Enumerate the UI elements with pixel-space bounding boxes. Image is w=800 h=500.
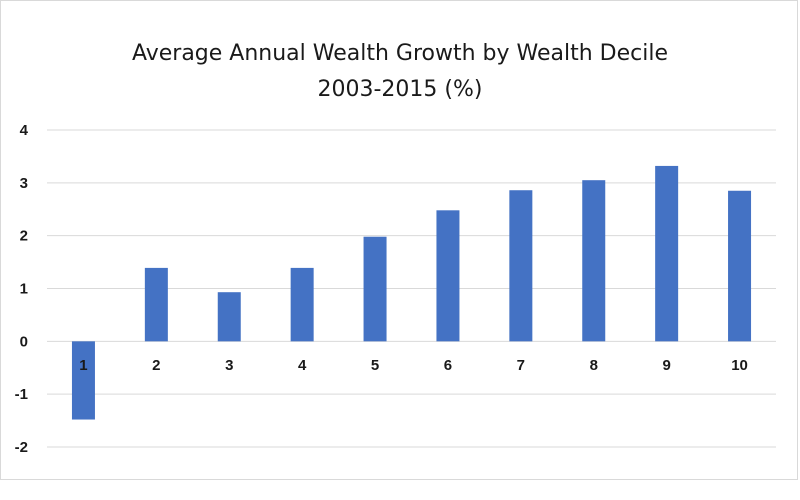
bar-decile-4 xyxy=(290,267,314,342)
bar-decile-8 xyxy=(582,180,606,342)
x-tick-label: 6 xyxy=(444,357,452,374)
x-axis-ticks: 1 2 3 4 5 6 7 8 9 10 xyxy=(79,357,748,374)
x-tick-label: 2 xyxy=(152,357,160,374)
y-tick-label: 0 xyxy=(20,333,28,350)
bar-decile-2 xyxy=(144,267,168,342)
y-tick-label: -1 xyxy=(15,386,28,403)
y-tick-label: 1 xyxy=(20,281,28,298)
bar-decile-6 xyxy=(436,210,460,342)
bar-decile-9 xyxy=(655,165,679,342)
chart-title: Average Annual Wealth Growth by Wealth D… xyxy=(131,41,669,66)
y-tick-label: -2 xyxy=(15,439,28,456)
chart-subtitle: 2003-2015 (%) xyxy=(317,77,483,102)
bar-decile-7 xyxy=(509,190,533,342)
x-tick-label: 9 xyxy=(662,357,670,374)
bar-decile-10 xyxy=(728,190,752,342)
gridlines xyxy=(47,129,776,448)
y-tick-label: 2 xyxy=(20,228,28,245)
x-tick-label: 4 xyxy=(298,357,307,374)
bar-decile-1 xyxy=(71,341,95,420)
y-tick-label: 3 xyxy=(20,175,28,192)
x-tick-label: 8 xyxy=(590,357,598,374)
bars xyxy=(71,165,752,420)
x-tick-label: 1 xyxy=(79,357,87,374)
bar-decile-5 xyxy=(363,236,387,342)
bar-decile-3 xyxy=(217,292,241,342)
y-axis-ticks: -2 -1 0 1 2 3 4 xyxy=(15,122,29,456)
y-tick-label: 4 xyxy=(20,122,29,139)
x-tick-label: 7 xyxy=(517,357,525,374)
x-tick-label: 10 xyxy=(731,357,748,374)
x-tick-label: 5 xyxy=(371,357,379,374)
x-tick-label: 3 xyxy=(225,357,233,374)
